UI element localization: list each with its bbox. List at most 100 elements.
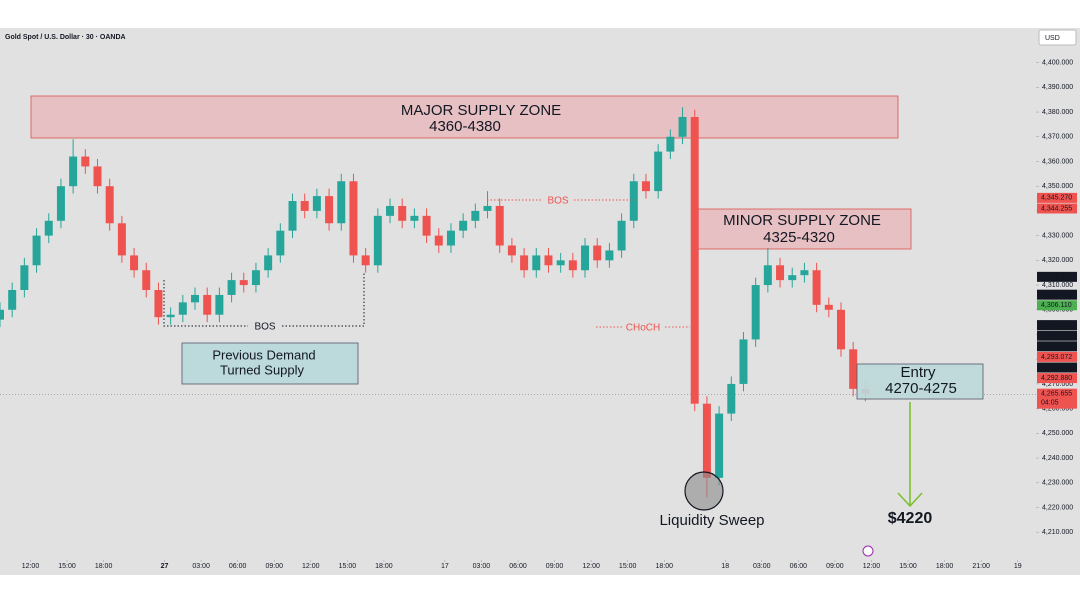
price-badge — [1037, 373, 1077, 384]
zone-title: MINOR SUPPLY ZONE — [723, 212, 881, 229]
price-badge-label: 4,293.313 — [1041, 343, 1072, 350]
candle-body — [373, 215, 382, 266]
x-tick-label: 18:00 — [375, 563, 393, 570]
event-icon[interactable] — [862, 545, 874, 557]
y-tick-label: 4,330.000 — [1042, 232, 1073, 239]
candle-body — [459, 220, 468, 231]
candle-body — [422, 215, 431, 236]
price-badge — [1037, 362, 1077, 373]
candle-body — [788, 275, 797, 281]
candle-body — [544, 255, 553, 266]
y-tick-label: 4,240.000 — [1042, 455, 1073, 462]
candle-body — [264, 255, 273, 271]
candle-body — [178, 302, 187, 315]
price-badge — [1037, 300, 1077, 311]
bos-label: BOS — [254, 322, 275, 333]
price-badge — [1037, 289, 1077, 300]
candle-body — [678, 116, 687, 137]
x-tick-label: 18:00 — [655, 563, 673, 570]
candle-body — [629, 181, 638, 221]
price-badge — [1037, 351, 1077, 362]
price-badge-label: 4,293.794 — [1041, 322, 1072, 329]
sweep-label: Liquidity Sweep — [659, 512, 764, 529]
candle-body — [81, 156, 90, 167]
candle-body — [251, 270, 260, 286]
x-tick-label: 03:00 — [753, 563, 771, 570]
candle-body — [276, 230, 285, 256]
candle-body — [215, 294, 224, 315]
price-badge — [1037, 192, 1077, 203]
x-tick-label: 06:00 — [509, 563, 527, 570]
candle-body — [300, 201, 309, 211]
price-badge-label: 4,313.320 — [1041, 274, 1072, 281]
candle-body — [593, 245, 602, 261]
candle-body — [56, 186, 65, 221]
sweep-circle — [684, 471, 724, 511]
candle-body — [105, 186, 114, 224]
x-tick-label: 12:00 — [582, 563, 600, 570]
y-tick-label: 4,400.000 — [1042, 59, 1073, 66]
price-badge — [1037, 341, 1077, 352]
candle-body — [532, 255, 541, 271]
x-tick-label: 18:00 — [936, 563, 954, 570]
candle-body — [239, 280, 248, 286]
candle-body — [398, 205, 407, 221]
candle-body — [227, 280, 236, 295]
x-tick-label: 15:00 — [339, 563, 357, 570]
candle-body — [641, 181, 650, 192]
candle-body — [690, 116, 699, 404]
candle-body — [386, 205, 395, 216]
entry-range: 4270-4275 — [885, 380, 957, 397]
y-tick-label: 4,320.000 — [1042, 257, 1073, 264]
y-tick-label: 4,230.000 — [1042, 480, 1073, 487]
price-badge-label: 4,344.255 — [1041, 205, 1072, 212]
candle-body — [93, 166, 102, 187]
candle-body — [654, 151, 663, 192]
y-tick-label: 4,370.000 — [1042, 134, 1073, 141]
candle-body — [44, 220, 53, 236]
candle-body — [568, 260, 577, 271]
candle-body — [8, 290, 17, 310]
target-label: $4220 — [888, 510, 933, 527]
bos-line — [163, 280, 248, 327]
demand-text: Previous Demand — [212, 347, 315, 362]
candle-body — [483, 205, 492, 211]
candle-body — [166, 314, 175, 318]
candle-body — [617, 220, 626, 251]
candle-body — [763, 265, 772, 286]
candle-body — [154, 290, 163, 318]
y-tick-label: 4,270.000 — [1042, 381, 1073, 388]
bos-line — [282, 272, 365, 327]
candle-body — [142, 270, 151, 290]
candle-body — [130, 255, 139, 271]
countdown-label: 04:05 — [1041, 400, 1059, 407]
candle-body — [824, 304, 833, 310]
candle-body — [32, 235, 41, 266]
x-tick-label: 12:00 — [22, 563, 40, 570]
candle-body — [507, 245, 516, 256]
y-tick-label: 4,350.000 — [1042, 183, 1073, 190]
choch-label: CHoCH — [626, 323, 660, 334]
y-tick-label: 4,250.000 — [1042, 430, 1073, 437]
x-tick-label: 15:00 — [58, 563, 76, 570]
candle-body — [20, 265, 29, 290]
x-tick-label: 09:00 — [265, 563, 283, 570]
x-tick-label: 21:00 — [972, 563, 990, 570]
y-tick-label: 4,380.000 — [1042, 109, 1073, 116]
candle-body — [739, 339, 748, 384]
currency-button[interactable] — [1038, 29, 1077, 46]
candle-body — [349, 181, 358, 256]
last-price-label: 4,265.655 — [1041, 391, 1072, 398]
price-badge-label: 4,293.072 — [1041, 354, 1072, 361]
price-badge-label: 4,293.554 — [1041, 333, 1072, 340]
candle-body — [117, 223, 126, 256]
candle-body — [776, 265, 785, 281]
candle-body — [312, 196, 321, 211]
candle-body — [203, 294, 212, 315]
bos-label: BOS — [547, 196, 568, 207]
price-badge-label: 4,345.270 — [1041, 195, 1072, 202]
candle-body — [581, 245, 590, 271]
demand-box — [181, 342, 359, 385]
candle-body — [520, 255, 529, 271]
